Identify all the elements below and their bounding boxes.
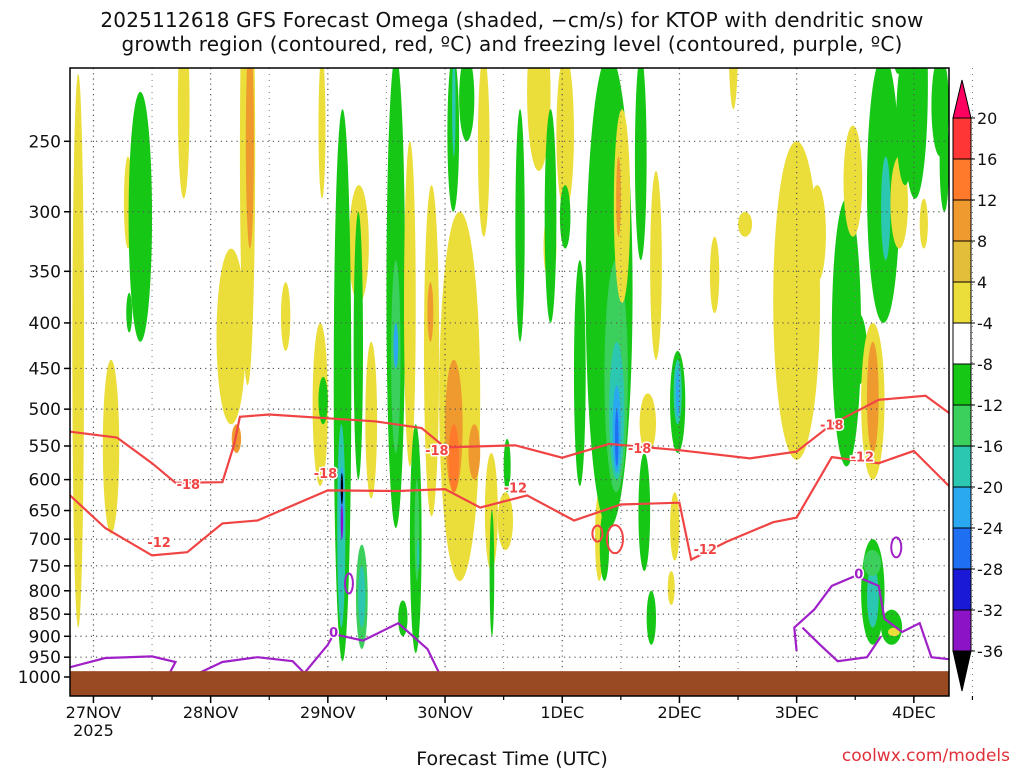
x-tick-label: 30NOV	[417, 703, 473, 722]
colorbar-label: -20	[977, 478, 1003, 497]
dgz-small-loop	[605, 524, 624, 555]
colorbar-swatch	[952, 322, 972, 365]
omega-shading	[72, 68, 949, 662]
contour-label: -18	[425, 444, 449, 459]
y-tick-label: 950	[29, 648, 61, 668]
dgz-bottom-contour	[70, 449, 949, 562]
title-line-1: 2025112618 GFS Forecast Omega (shaded, −…	[100, 8, 924, 32]
x-tick-label: 28NOV	[183, 703, 239, 722]
title-line-2: growth region (contoured, red, ºC) and f…	[121, 32, 903, 56]
freezing-level-contour	[303, 621, 441, 674]
x-tick-label: 2DEC	[658, 703, 702, 722]
colorbar-label: -12	[977, 396, 1003, 415]
dgz-small-loop	[591, 524, 604, 543]
footer-credit: coolwx.com/models	[841, 746, 1010, 766]
contour-label: -18	[177, 478, 201, 493]
freezing-level-contour	[70, 655, 178, 674]
colorbar-label: -28	[977, 560, 1003, 579]
x-tick-label: 3DEC	[775, 703, 819, 722]
y-tick-label: 900	[29, 627, 61, 647]
contour-label: -12	[851, 450, 875, 465]
colorbar-bottom-arrow	[952, 650, 972, 692]
colorbar-label: -8	[977, 355, 993, 374]
colorbar-swatch	[952, 199, 972, 242]
x-year-label: 2025	[73, 721, 114, 740]
freezing-level-contour	[198, 656, 306, 675]
colorbar-swatch	[952, 363, 972, 406]
contour-label: -12	[504, 481, 528, 496]
freezing-level-contour	[793, 574, 949, 661]
colorbar-swatch	[952, 404, 972, 447]
colorbar-label: -24	[977, 519, 1003, 538]
ground-terrain	[70, 671, 949, 696]
y-tick-label: 450	[29, 359, 61, 379]
freezing-level-contour	[343, 572, 354, 595]
y-tick-label: 850	[29, 605, 61, 625]
colorbar-swatch	[952, 117, 972, 160]
y-tick-label: 650	[29, 502, 61, 522]
contour-label: -18	[314, 467, 338, 482]
plot-frame	[69, 67, 950, 697]
x-tick-label: 27NOV	[66, 703, 122, 722]
colorbar-label: -16	[977, 437, 1003, 456]
x-axis-ticks: 27NOV 28NOV 29NOV 30NOV 1DEC 2DEC 3DEC 4DEC 2025	[66, 696, 974, 740]
freezing-level-contour	[801, 626, 882, 663]
x-tick-label: 4DEC	[892, 703, 936, 722]
y-tick-label: 1000	[18, 668, 61, 688]
contour-label: 0	[329, 626, 338, 641]
colorbar-label: -32	[977, 601, 1003, 620]
colorbar-swatch	[952, 158, 972, 201]
y-tick-label: 600	[29, 471, 61, 491]
y-tick-label: 400	[29, 314, 61, 334]
y-tick-label: 250	[29, 132, 61, 152]
freezing-level-contour	[890, 536, 903, 559]
y-tick-label: 700	[29, 530, 61, 550]
colorbar-label: 16	[977, 150, 997, 169]
contour-label: 0	[854, 567, 863, 582]
contour-label: -18	[820, 418, 844, 433]
contours: -18 -12 -18 -18 -12 -18 -12 -18 -12 0 0	[70, 394, 949, 675]
colorbar-label: -4	[977, 314, 993, 333]
colorbar-label: 20	[977, 109, 997, 128]
contour-label: -12	[693, 543, 717, 558]
colorbar-label: 4	[977, 273, 987, 292]
x-tick-label: 1DEC	[540, 703, 584, 722]
colorbar-swatch	[952, 240, 972, 283]
colorbar-label: -36	[977, 642, 1003, 661]
colorbar-swatch	[952, 568, 972, 611]
y-tick-label: 350	[29, 262, 61, 282]
y-tick-label: 550	[29, 437, 61, 457]
colorbar-label: 12	[977, 191, 997, 210]
dgz-top-contour	[70, 394, 949, 484]
x-axis-title: Forecast Time (UTC)	[416, 748, 608, 770]
contour-label: -12	[147, 536, 171, 551]
x-tick-label: 29NOV	[300, 703, 356, 722]
colorbar-label: 8	[977, 232, 987, 251]
y-tick-label: 800	[29, 582, 61, 602]
colorbar-swatch	[952, 281, 972, 324]
colorbar-swatch	[952, 486, 972, 529]
y-tick-label: 500	[29, 400, 61, 420]
colorbar-swatch	[952, 609, 972, 652]
colorbar: 20 16 12 8 4 -4 -8 -12 -16 -20 -24 -28 -32 -36	[952, 79, 1003, 692]
y-tick-label: 750	[29, 557, 61, 577]
y-axis-ticks: 2503003504004505005506006507007508008509…	[18, 132, 70, 688]
colorbar-swatch	[952, 527, 972, 570]
colorbar-swatch	[952, 445, 972, 488]
contour-label: -18	[628, 442, 652, 457]
y-tick-label: 300	[29, 203, 61, 223]
colorbar-top-arrow	[952, 79, 972, 119]
